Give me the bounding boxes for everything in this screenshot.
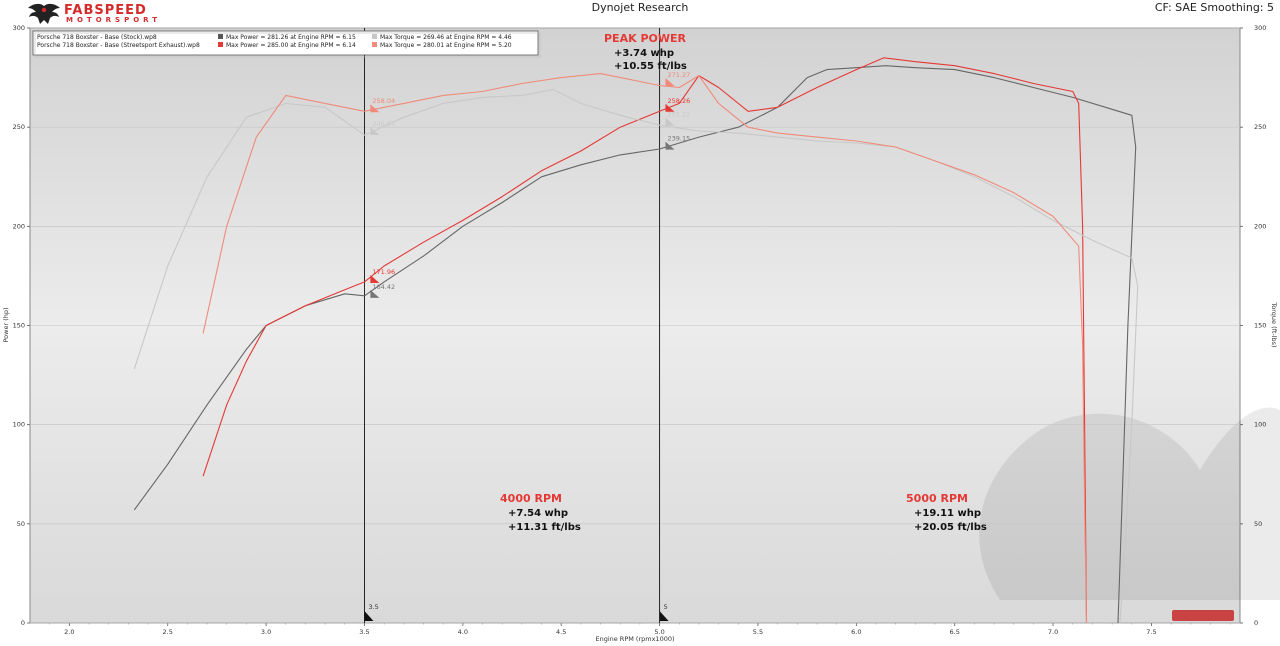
legend-power-stock: Max Power = 281.26 at Engine RPM = 6.15 [226, 34, 356, 41]
app-title: Dynojet Research [591, 1, 689, 14]
marker-triangle [370, 104, 380, 113]
marker-label: 258.26 [667, 97, 690, 105]
marker-triangle [370, 126, 380, 135]
series-group [133, 57, 1139, 624]
annotation-4000-rpm: 4000 RPM +7.54 whp +11.31 ft/lbs [500, 492, 581, 533]
x-tick-label: 5.0 [654, 628, 664, 636]
y2-tick-label: 50 [1254, 520, 1262, 528]
legend-power-exhaust: Max Power = 285.00 at Engine RPM = 6.14 [226, 42, 356, 49]
series-line-1 [202, 57, 1088, 624]
x-tick-label: 6.5 [950, 628, 960, 636]
annotation-5000-title: 5000 RPM [906, 492, 968, 505]
annotation-peak-line1: +3.74 whp [614, 48, 674, 59]
x-tick-label: 4.0 [458, 628, 468, 636]
eagle-icon [28, 3, 60, 24]
y-tick-label: 100 [13, 421, 25, 429]
annotation-peak-title: PEAK POWER [604, 32, 687, 45]
cursor-handle[interactable] [364, 611, 374, 621]
marker-triangle [665, 141, 675, 150]
marker-label: 258.04 [372, 97, 395, 105]
marker-label: 171.96 [372, 268, 395, 276]
annotation-5000-line1: +19.11 whp [914, 508, 981, 519]
legend-swatch-exhaust-power [218, 42, 223, 47]
y-tick-label: 250 [13, 123, 25, 131]
x-tick-label: 2.0 [64, 628, 74, 636]
y-tick-label: 50 [17, 520, 25, 528]
annotation-4000-line1: +7.54 whp [508, 508, 568, 519]
dynojet-badge [1172, 610, 1234, 621]
legend-torque-stock: Max Torque = 269.46 at Engine RPM = 4.46 [380, 34, 512, 41]
series-line-2 [133, 88, 1139, 624]
y2-tick-label: 300 [1254, 24, 1266, 32]
legend-run-exhaust: Porsche 718 Boxster - Base (Streetsport … [37, 42, 200, 49]
x-tick-label: 7.5 [1146, 628, 1156, 636]
x-tick-label: 5.5 [753, 628, 763, 636]
x-axis: 2.0 2.5 3.0 3.5 4.0 4.5 5.0 5.5 6.0 6.5 7.0 7.5 [49, 623, 1231, 636]
marker-triangle [370, 274, 380, 283]
legend-swatch-exhaust-torque [372, 42, 377, 47]
annotation-4000-title: 4000 RPM [500, 492, 562, 505]
y-axis-right: 0 50 100 150 200 250 300 [1240, 24, 1266, 627]
x-tick-label: 6.0 [851, 628, 861, 636]
legend-swatch-stock-torque [372, 34, 377, 39]
y2-tick-label: 150 [1254, 322, 1266, 330]
marker-triangle [370, 289, 380, 298]
x-tick-label: 2.5 [163, 628, 173, 636]
annotation-5000-rpm: 5000 RPM +19.11 whp +20.05 ft/lbs [906, 492, 987, 533]
y2-axis-label: Torque (ft-lbs) [1270, 301, 1278, 347]
logo-name: FABSPEED [64, 3, 147, 18]
x-tick-label: 3.0 [261, 628, 271, 636]
gridlines [30, 27, 1240, 624]
marker-label: 246.57 [372, 120, 395, 128]
annotation-4000-line2: +11.31 ft/lbs [508, 522, 581, 533]
marker-triangle [665, 77, 675, 86]
y2-tick-label: 250 [1254, 123, 1266, 131]
legend-torque-exhaust: Max Torque = 280.01 at Engine RPM = 5.20 [380, 42, 512, 49]
cursor-label: 3.5 [368, 603, 378, 611]
annotation-5000-line2: +20.05 ft/lbs [914, 522, 987, 533]
marker-group: 258.04 246.57 171.96 164.42 271.27 251.22 258.… [370, 71, 690, 298]
watermark-eagle-icon [979, 407, 1280, 600]
annotation-peak-power: PEAK POWER +3.74 whp +10.55 ft/lbs [604, 32, 687, 72]
y-axis-label: Power (hp) [2, 307, 10, 342]
marker-label: 239.15 [667, 135, 690, 143]
y2-tick-label: 0 [1254, 619, 1258, 627]
y-tick-label: 150 [13, 322, 25, 330]
marker-label: 251.22 [667, 111, 690, 119]
y2-tick-label: 200 [1254, 222, 1266, 230]
y-tick-label: 0 [21, 619, 25, 627]
marker-triangle [665, 117, 675, 126]
y-axis-left: 0 50 100 150 200 250 300 [13, 24, 30, 627]
annotation-peak-line2: +10.55 ft/lbs [614, 61, 687, 72]
cursor-handle[interactable] [659, 611, 669, 621]
y-tick-label: 300 [13, 24, 25, 32]
marker-triangle [665, 103, 675, 112]
cursor-lines: 3.5 5 [364, 28, 669, 623]
marker-label: 271.27 [667, 71, 690, 79]
logo-subtitle: MOTORSPORT [66, 16, 162, 24]
series-line-3 [202, 73, 1088, 624]
legend-swatch-stock-power [218, 34, 223, 39]
legend-run-stock: Porsche 718 Boxster - Base (Stock).wp8 [37, 34, 157, 41]
x-tick-label: 3.5 [359, 628, 369, 636]
cursor-label: 5 [664, 603, 668, 611]
x-axis-label: Engine RPM (rpmx1000) [595, 635, 674, 643]
marker-label: 164.42 [372, 283, 395, 291]
report-header: FABSPEED MOTORSPORT Dynojet Research CF:… [0, 0, 1280, 30]
x-tick-label: 7.0 [1048, 628, 1058, 636]
x-tick-label: 4.5 [556, 628, 566, 636]
legend: Porsche 718 Boxster - Base (Stock).wp8 M… [32, 30, 541, 58]
y2-tick-label: 100 [1254, 421, 1266, 429]
y-tick-label: 200 [13, 222, 25, 230]
fabspeed-logo: FABSPEED MOTORSPORT [26, 2, 198, 26]
settings-readout: CF: SAE Smoothing: 5 [1154, 1, 1274, 14]
